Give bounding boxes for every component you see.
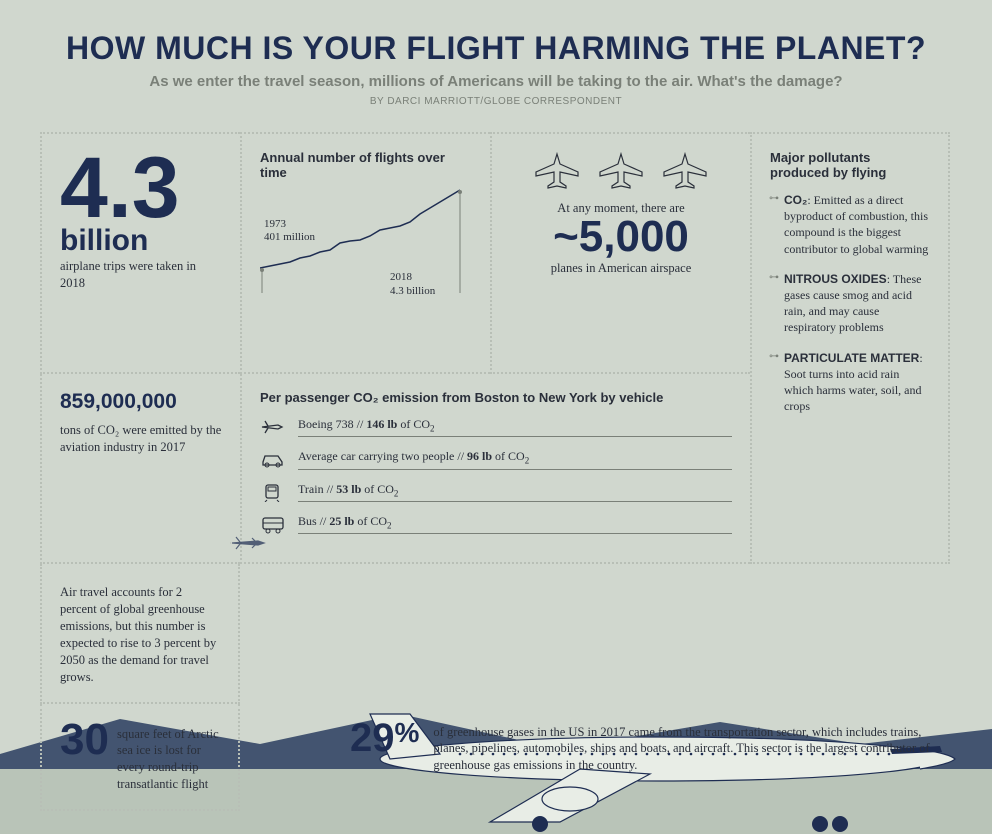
chart-start-value: 401 million xyxy=(264,231,476,244)
co2-2017-box: 859,000,000 tons of CO₂ were emitted by … xyxy=(40,374,240,565)
pollutant-item: PARTICULATE MATTER: Soot turns into acid… xyxy=(770,350,930,415)
chart-end-value: 4.3 billion xyxy=(390,285,602,298)
air-travel-text-box: Air travel accounts for 2 percent of glo… xyxy=(40,564,240,703)
vehicle-row: Bus // 25 lb of CO2 xyxy=(260,514,732,534)
chart-end-year: 2018 xyxy=(390,271,602,284)
air-travel-text: Air travel accounts for 2 percent of glo… xyxy=(60,584,220,685)
trips-number: 4.3 xyxy=(60,150,222,227)
vehicles-title: Per passenger CO₂ emission from Boston t… xyxy=(260,390,732,405)
pollutant-name: NITROUS OXIDES xyxy=(784,272,887,286)
ghg-percent: % xyxy=(395,717,420,748)
trips-unit: billion xyxy=(60,227,222,254)
stat-trips-box: 4.3 billion airplane trips were taken in… xyxy=(40,132,240,374)
page-title: HOW MUCH IS YOUR FLIGHT HARMING THE PLAN… xyxy=(40,30,952,67)
pollutants-title: Major pollutants produced by flying xyxy=(770,150,930,180)
subtitle: As we enter the travel season, millions … xyxy=(40,73,952,90)
plane-outline-icon xyxy=(530,150,584,190)
header: HOW MUCH IS YOUR FLIGHT HARMING THE PLAN… xyxy=(0,0,992,122)
plane-outline-icon xyxy=(658,150,712,190)
vehicle-label: Train // 53 lb of CO2 xyxy=(298,482,732,502)
pollutants-box: Major pollutants produced by flying CO₂:… xyxy=(750,132,950,564)
chart-box: Annual number of flights over time 1973 … xyxy=(240,132,490,374)
arctic-caption: square feet of Arctic sea ice is lost fo… xyxy=(117,726,220,794)
pollutant-name: CO₂ xyxy=(784,193,807,207)
vehicles-box: Per passenger CO₂ emission from Boston t… xyxy=(240,374,750,565)
pollutant-name: PARTICULATE MATTER xyxy=(784,351,919,365)
flights-line-chart: 1973 401 million 2018 4.3 billion xyxy=(260,188,472,356)
small-plane-icon xyxy=(230,533,270,553)
arctic-number: 30 xyxy=(60,720,109,760)
vehicle-row: Train // 53 lb of CO2 xyxy=(260,482,732,502)
pollutant-item: NITROUS OXIDES: These gases cause smog a… xyxy=(770,271,930,336)
vehicle-row: Average car carrying two people // 96 lb… xyxy=(260,449,732,469)
ghg-box: 29% of greenhouse gases in the US in 201… xyxy=(240,704,950,812)
co2-number: 859,000,000 xyxy=(60,390,222,414)
ghg-caption: of greenhouse gases in the US in 2017 ca… xyxy=(433,724,932,775)
chart-title: Annual number of flights over time xyxy=(260,150,472,180)
plane-outline-icon xyxy=(594,150,648,190)
vehicle-label: Average car carrying two people // 96 lb… xyxy=(298,449,732,469)
plane-icons-row xyxy=(510,150,732,190)
chart-start-year: 1973 xyxy=(264,218,476,231)
ghg-number: 29 xyxy=(350,720,395,756)
ghg-number-wrap: 29% xyxy=(350,720,419,756)
arctic-box: 30 square feet of Arctic sea ice is lost… xyxy=(40,704,240,812)
airspace-box: At any moment, there are ~5,000 planes i… xyxy=(490,132,750,374)
co2-caption: tons of CO₂ were emitted by the aviation… xyxy=(60,422,222,456)
vehicles-list: Boeing 738 // 146 lb of CO2 Average car c… xyxy=(260,417,732,535)
vehicle-row: Boeing 738 // 146 lb of CO2 xyxy=(260,417,732,437)
trips-caption: airplane trips were taken in 2018 xyxy=(60,258,222,292)
main-grid: 4.3 billion airplane trips were taken in… xyxy=(0,122,992,811)
byline: BY DARCI MARRIOTT/GLOBE CORRESPONDENT xyxy=(40,96,952,107)
vehicle-label: Boeing 738 // 146 lb of CO2 xyxy=(298,417,732,437)
vehicle-label: Bus // 25 lb of CO2 xyxy=(298,514,732,534)
pollutant-item: CO₂: Emitted as a direct byproduct of co… xyxy=(770,192,930,257)
airspace-number: ~5,000 xyxy=(510,217,732,257)
